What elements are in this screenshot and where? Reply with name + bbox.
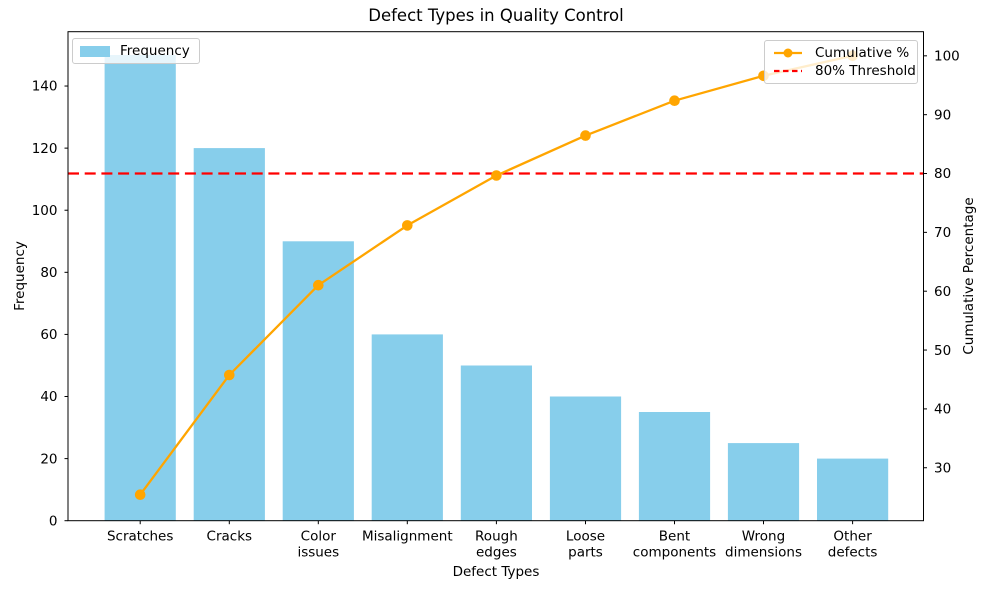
- cumulative-point-color-issues: [313, 279, 324, 291]
- x-tick-label-wrong-dimensions: Wrong dimensions: [725, 529, 802, 561]
- bar-scratches: [104, 55, 176, 521]
- cumulative-point-cracks: [224, 369, 235, 381]
- x-tick-label-rough-edges: Rough edges: [475, 529, 518, 561]
- bar-bent-components: [638, 412, 711, 521]
- y-right-tick-label: 40: [934, 402, 951, 418]
- legend-frequency: Frequency: [72, 38, 200, 64]
- y-left-tick-label: 120: [32, 141, 58, 157]
- y-axis-right-label: Cumulative Percentage: [961, 197, 977, 355]
- x-tick-label-scratches: Scratches: [107, 529, 173, 545]
- legend-threshold-label: 80% Threshold: [815, 63, 916, 79]
- y-left-tick-label: 80: [40, 265, 57, 281]
- y-axis-left-label: Frequency: [12, 241, 28, 311]
- bar-cracks: [193, 148, 265, 521]
- x-tick-label-bent-components: Bent components: [633, 529, 716, 561]
- y-right-tick-label: 50: [934, 343, 951, 359]
- frequency-bar-swatch-icon: [80, 45, 110, 57]
- x-tick-label-line: Color: [301, 529, 337, 545]
- y-left-tick-label: 100: [32, 203, 58, 219]
- x-tick-label-line: Misalignment: [362, 529, 453, 545]
- x-tick-label-line: Other: [833, 529, 872, 545]
- x-tick-label-line: Wrong: [742, 529, 785, 545]
- bar-misalignment: [371, 334, 443, 521]
- legend-frequency-label: Frequency: [120, 43, 190, 59]
- bar-other-defects: [817, 458, 889, 521]
- x-tick-label-line: Loose: [566, 529, 605, 545]
- y-left-tick-label: 60: [40, 327, 57, 343]
- y-left-tick-label: 0: [49, 513, 58, 529]
- x-tick-label-line: components: [633, 545, 716, 561]
- y-right-tick-label: 60: [934, 284, 951, 300]
- threshold-line-swatch-icon: [774, 69, 802, 73]
- cumulative-point-rough-edges: [491, 170, 502, 181]
- y-right-tick-label: 70: [934, 225, 951, 241]
- y-right-tick-label: 90: [934, 107, 951, 123]
- cumulative-point-scratches: [134, 489, 146, 501]
- y-right-tick-label: 100: [934, 49, 960, 65]
- legend-row-cumulative: Cumulative %: [773, 45, 909, 61]
- x-tick-label-line: defects: [828, 545, 878, 561]
- plot-border: [67, 31, 924, 522]
- chart-title: Defect Types in Quality Control: [368, 6, 624, 25]
- x-tick-label-line: edges: [476, 545, 517, 561]
- cumulative-point-bent-components: [669, 95, 680, 106]
- x-tick-label-line: parts: [568, 545, 603, 561]
- y-left-tick-label: 140: [32, 79, 58, 95]
- legend-cumulative: Cumulative % 80% Threshold: [764, 40, 918, 84]
- x-tick-label-misalignment: Misalignment: [362, 529, 453, 545]
- x-tick-label-line: Cracks: [207, 529, 253, 545]
- legend-cumulative-label: Cumulative %: [815, 45, 910, 61]
- x-tick-label-line: Rough: [475, 529, 518, 545]
- x-tick-label-loose-parts: Loose parts: [566, 529, 605, 561]
- cumulative-point-misalignment: [402, 220, 413, 231]
- x-tick-label-other-defects: Other defects: [828, 529, 878, 561]
- cumulative-line-swatch-icon: [774, 48, 802, 58]
- y-right-tick-label: 80: [934, 166, 951, 182]
- y-left-tick-label: 40: [40, 389, 57, 405]
- x-tick-label-line: Scratches: [107, 529, 173, 545]
- y-left-tick-label: 20: [40, 451, 57, 467]
- bar-wrong-dimensions: [727, 443, 800, 521]
- x-tick-label-cracks: Cracks: [207, 529, 253, 545]
- x-axis-label: Defect Types: [452, 564, 540, 580]
- x-tick-label-line: issues: [297, 545, 339, 561]
- cumulative-point-loose-parts: [580, 130, 591, 141]
- x-tick-label-color-issues: Color issues: [297, 529, 339, 561]
- x-tick-label-line: Bent: [659, 529, 690, 545]
- y-right-tick-label: 30: [934, 460, 951, 476]
- legend-row-threshold: 80% Threshold: [773, 63, 916, 79]
- bar-loose-parts: [549, 396, 622, 521]
- bar-rough-edges: [460, 365, 532, 521]
- x-tick-label-line: dimensions: [725, 545, 802, 561]
